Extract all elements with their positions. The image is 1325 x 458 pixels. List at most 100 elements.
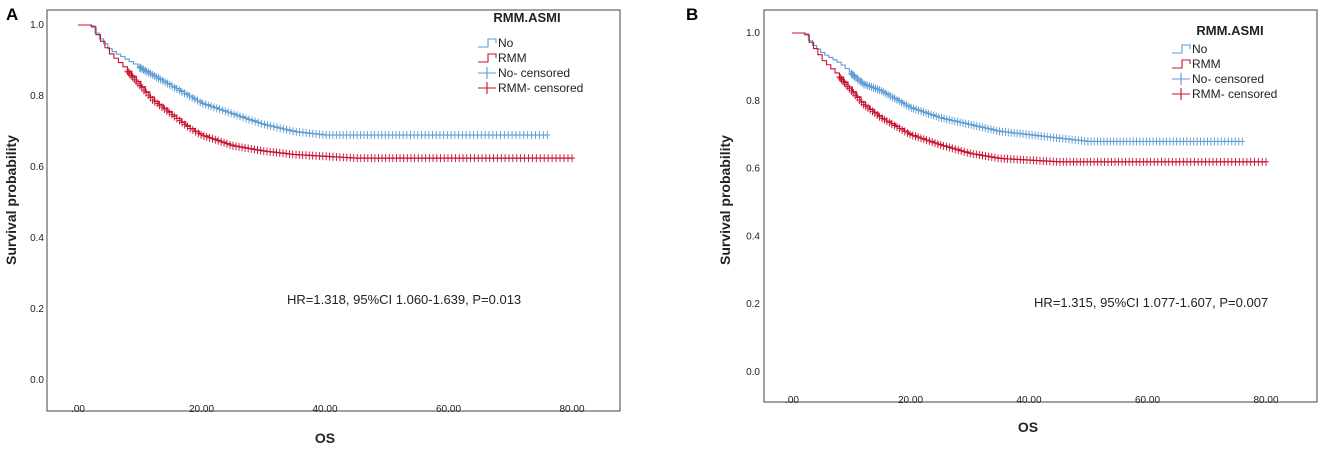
panel-letter: B [686,5,698,24]
legend-label: No [498,36,514,50]
x-tick-label: .00 [71,404,85,415]
censor-mark [976,151,983,159]
censor-mark [186,92,193,101]
censor-mark [973,150,980,159]
censor-mark [210,103,217,112]
censor-mark [205,101,212,110]
censor-mark [189,93,196,102]
panel-letter: A [6,5,18,24]
censor-mark [965,120,972,129]
censor-mark [213,104,220,113]
censor-mark [988,153,995,162]
censor-mark [173,114,180,123]
censor-mark [928,110,935,119]
y-tick-label: 0.2 [746,299,760,310]
censor-mark [249,116,256,125]
censor-mark [909,131,916,140]
censor-mark [839,77,846,86]
legend-line-swatch [1172,59,1191,69]
censor-mark [202,100,209,109]
legend-label: RMM [1192,57,1221,71]
censor-mark [242,143,249,152]
censor-mark [254,146,261,155]
censor-mark [918,107,925,116]
censor-mark [206,133,213,142]
censor-mark [173,84,180,93]
censor-mark [178,87,185,96]
y-tick-label: 0.0 [30,375,44,386]
x-tick-label: 20.00 [189,404,214,415]
censor-mark [959,118,966,127]
censor-mark [137,64,144,73]
x-tick-label: 80.00 [1253,395,1278,406]
y-tick-label: 0.2 [30,304,44,315]
censor-mark [957,118,964,127]
censor-mark [226,140,233,149]
legend-line-swatch [478,38,497,48]
legend-label: No [1192,42,1208,56]
censor-mark [221,138,228,147]
legend-label: RMM- censored [1192,87,1277,101]
censor-mark [888,120,895,129]
censor-mark [886,118,893,127]
censor-mark [917,134,924,143]
y-tick-label: 1.0 [746,28,760,39]
censor-mark [973,122,980,131]
censor-mark [212,135,219,144]
censor-mark [232,142,239,151]
panel-a: A 0.0 0.2 0.4 0.6 0.8 1.0 .00 20.00 40.00 60.00 80.… [3,5,621,446]
x-tick-label: 40.00 [312,404,337,415]
censor-mark [891,121,898,130]
censor-mark [961,147,968,156]
y-tick-label: 0.6 [746,164,760,175]
censor-mark [246,115,253,124]
censor-mark [964,148,971,157]
censor-mark [218,137,225,146]
censor-mark [125,68,132,77]
censor-mark [234,111,241,120]
censor-mark [235,142,242,151]
plot-frame [763,9,1318,403]
x-axis-title: OS [315,430,335,446]
censor-mark [195,129,202,138]
censor-mark [982,124,989,133]
censor-mark [949,116,956,125]
legend-censor-swatch [1172,88,1190,100]
y-tick-label: 0.8 [746,96,760,107]
censor-mark [166,108,173,117]
censor-mark [933,112,940,121]
censor-mark [913,105,920,114]
censor-mark [946,143,953,152]
censor-mark [191,95,198,104]
censor-mark [197,98,204,107]
censor-mark [245,144,252,153]
censor-mark [199,99,206,108]
censor-mark [967,149,974,158]
x-tick-label: 40.00 [1016,395,1041,406]
censor-mark [277,124,284,133]
censor-mark [224,139,231,148]
censor-mark [970,149,977,158]
censor-mark [184,122,191,131]
censor-mark [200,131,207,140]
censor-mark [228,109,235,118]
censor-mark [955,146,962,155]
x-tick-label: 80.00 [559,404,584,415]
censor-mark [251,145,258,154]
legend-title: RMM.ASMI [1196,23,1263,38]
censor-mark [838,75,845,84]
censor-mark [255,118,262,127]
censor-mark [179,118,186,127]
censor-mark [925,109,932,118]
censor-mark [923,136,930,145]
censor-mark [937,141,944,150]
x-tick-label: 60.00 [436,404,461,415]
censor-mark [954,117,961,126]
censor-mark [168,110,175,119]
censor-mark [952,145,959,154]
censor-mark [987,125,994,134]
legend-label: RMM- censored [498,81,583,95]
y-tick-label: 0.4 [30,233,44,244]
legend-line-swatch [478,53,497,63]
